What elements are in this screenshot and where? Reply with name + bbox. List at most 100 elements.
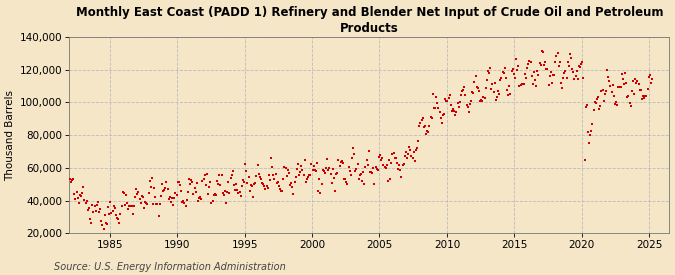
Point: [189, 185, 200, 190]
Point: [363, 148, 374, 153]
Point: [360, 165, 371, 169]
Point: [339, 177, 350, 182]
Point: [206, 201, 217, 205]
Point: [394, 163, 404, 167]
Point: [130, 195, 140, 199]
Point: [249, 182, 260, 187]
Point: [564, 64, 574, 68]
Point: [569, 77, 580, 82]
Point: [597, 88, 608, 92]
Point: [364, 170, 375, 174]
Point: [64, 176, 75, 181]
Point: [242, 181, 253, 185]
Point: [278, 177, 289, 182]
Point: [466, 98, 477, 103]
Point: [441, 98, 452, 103]
Point: [217, 191, 228, 196]
Point: [225, 176, 236, 180]
Point: [444, 93, 455, 97]
Point: [329, 176, 340, 180]
Point: [322, 157, 333, 162]
Point: [74, 201, 84, 206]
Point: [427, 116, 437, 120]
Point: [427, 92, 438, 97]
Point: [88, 210, 99, 214]
Point: [460, 93, 471, 98]
Point: [440, 97, 451, 101]
Point: [313, 189, 323, 194]
Point: [378, 162, 389, 167]
Point: [128, 212, 138, 216]
Point: [622, 95, 632, 99]
Point: [423, 130, 434, 134]
Point: [121, 192, 132, 197]
Point: [105, 200, 115, 204]
Point: [533, 72, 544, 77]
Point: [295, 170, 306, 174]
Point: [305, 173, 316, 177]
Point: [281, 174, 292, 178]
Point: [123, 207, 134, 211]
Point: [80, 200, 91, 205]
Point: [155, 202, 165, 206]
Point: [603, 75, 614, 79]
Point: [457, 89, 468, 94]
Point: [550, 60, 561, 64]
Point: [140, 200, 151, 204]
Point: [635, 87, 646, 92]
Point: [290, 175, 301, 179]
Point: [431, 95, 441, 99]
Point: [574, 64, 585, 68]
Point: [641, 94, 652, 98]
Point: [243, 174, 254, 179]
Point: [252, 163, 263, 167]
Point: [145, 185, 156, 189]
Point: [543, 83, 554, 88]
Point: [178, 199, 189, 203]
Point: [84, 206, 95, 210]
Point: [296, 164, 306, 168]
Point: [407, 156, 418, 160]
Point: [389, 156, 400, 160]
Point: [265, 156, 276, 161]
Point: [373, 155, 384, 159]
Point: [367, 170, 377, 175]
Point: [634, 88, 645, 92]
Point: [576, 62, 587, 66]
Point: [202, 191, 213, 196]
Point: [326, 180, 337, 185]
Point: [489, 80, 500, 85]
Point: [526, 74, 537, 79]
Point: [170, 191, 181, 196]
Point: [233, 190, 244, 195]
Point: [323, 167, 333, 172]
Point: [462, 104, 473, 109]
Point: [549, 73, 560, 77]
Point: [396, 174, 407, 179]
Point: [370, 165, 381, 169]
Point: [408, 150, 419, 154]
Point: [297, 168, 308, 172]
Point: [98, 227, 109, 232]
Point: [309, 168, 320, 172]
Point: [439, 112, 450, 116]
Point: [568, 70, 578, 74]
Point: [559, 71, 570, 76]
Point: [387, 152, 398, 156]
Point: [554, 59, 565, 64]
Point: [483, 69, 493, 73]
Point: [587, 122, 598, 126]
Point: [68, 177, 78, 181]
Point: [187, 180, 198, 184]
Point: [226, 173, 237, 177]
Point: [238, 178, 248, 183]
Point: [124, 204, 135, 208]
Point: [380, 166, 391, 170]
Y-axis label: Thousand Barrels: Thousand Barrels: [5, 90, 16, 181]
Point: [314, 177, 325, 182]
Point: [186, 178, 196, 182]
Point: [547, 81, 558, 86]
Point: [359, 182, 370, 187]
Point: [200, 182, 211, 187]
Point: [306, 162, 317, 166]
